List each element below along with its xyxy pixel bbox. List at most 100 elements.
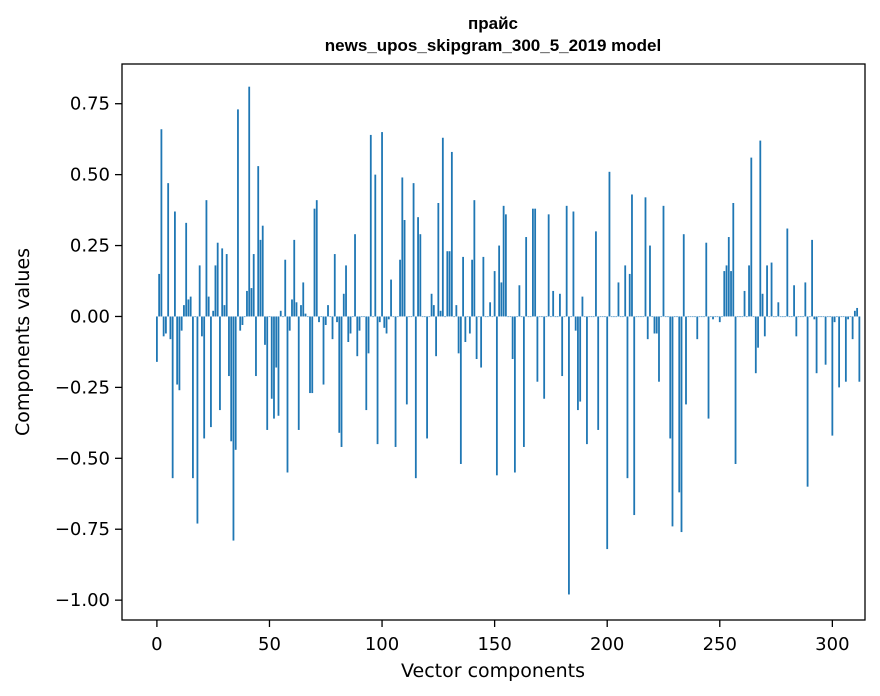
- bar-39: [243, 316, 246, 318]
- bar-189: [581, 296, 584, 317]
- bar-224: [660, 316, 663, 318]
- bar-198: [601, 316, 604, 318]
- bar-301: [833, 316, 836, 323]
- bar-195: [595, 231, 597, 317]
- bar-215: [640, 316, 642, 318]
- bar-74: [322, 316, 325, 385]
- bar-26: [214, 265, 217, 317]
- bar-111: [405, 316, 408, 405]
- bar-142: [475, 316, 478, 360]
- bar-10: [178, 316, 181, 391]
- bar-271: [766, 265, 768, 317]
- x-tick-label: 300: [815, 634, 849, 655]
- bar-164: [525, 237, 528, 317]
- bar-300: [831, 316, 834, 436]
- bar-124: [435, 316, 437, 357]
- bar-252: [723, 271, 726, 317]
- bar-119: [423, 316, 426, 318]
- bar-191: [586, 316, 588, 445]
- bar-152: [498, 245, 501, 317]
- bar-94: [367, 316, 370, 354]
- bar-202: [610, 316, 613, 318]
- bar-125: [437, 203, 440, 317]
- bar-282: [790, 316, 793, 318]
- bar-221: [653, 316, 656, 334]
- y-axis-label: Components values: [12, 248, 34, 436]
- bar-82: [340, 316, 343, 447]
- bar-16: [192, 316, 194, 479]
- bar-54: [277, 316, 280, 416]
- bar-80: [336, 316, 338, 323]
- bar-55: [279, 310, 282, 317]
- bar-98: [376, 316, 379, 445]
- bar-84: [345, 265, 347, 317]
- bar-162: [520, 316, 523, 318]
- bar-96: [372, 316, 374, 318]
- bar-280: [786, 228, 789, 317]
- bar-128: [444, 316, 446, 318]
- bar-205: [617, 282, 620, 317]
- bar-231: [676, 316, 678, 318]
- bar-298: [826, 316, 829, 318]
- bar-223: [658, 316, 660, 382]
- bar-59: [288, 316, 291, 331]
- bar-52: [273, 316, 275, 419]
- bar-34: [232, 316, 235, 541]
- bar-17: [194, 316, 197, 318]
- x-tick-label: 250: [703, 634, 737, 655]
- bar-116: [417, 217, 419, 317]
- bar-262: [745, 316, 748, 318]
- bar-137: [464, 316, 467, 342]
- bar-251: [721, 316, 723, 318]
- bar-85: [347, 316, 350, 342]
- bar-176: [552, 290, 555, 317]
- bar-129: [446, 251, 449, 317]
- bar-30: [223, 305, 226, 317]
- bar-181: [563, 316, 566, 318]
- bar-196: [597, 316, 600, 430]
- bar-245: [707, 316, 710, 419]
- bar-299: [829, 316, 831, 318]
- bar-72: [318, 316, 320, 323]
- bar-161: [518, 285, 521, 317]
- bar-112: [408, 316, 410, 318]
- bar-240: [696, 316, 699, 340]
- bar-138: [466, 316, 469, 318]
- bar-225: [662, 205, 665, 317]
- bar-0: [156, 316, 158, 362]
- bar-239: [694, 316, 696, 318]
- bar-14: [187, 299, 190, 317]
- bar-58: [286, 316, 289, 473]
- bar-296: [822, 316, 825, 318]
- bar-108: [399, 259, 401, 317]
- bar-7: [171, 316, 174, 479]
- bar-5: [167, 183, 170, 317]
- bar-208: [624, 265, 627, 317]
- bar-302: [835, 316, 838, 318]
- bar-304: [840, 316, 843, 318]
- bar-303: [838, 316, 841, 388]
- bar-36: [237, 109, 239, 317]
- bar-312: [858, 316, 861, 382]
- bar-12: [183, 305, 185, 317]
- bar-38: [241, 316, 244, 325]
- bar-32: [228, 316, 230, 377]
- bar-194: [592, 316, 595, 318]
- bar-174: [547, 214, 550, 317]
- chart-subtitle: news_upos_skipgram_300_5_2019 model: [325, 36, 661, 55]
- bar-136: [462, 256, 464, 317]
- y-tick-label: −0.75: [55, 519, 110, 540]
- y-axis-ticks: −1.00 −0.75 −0.50 −0.25 0.00 0.25 0.50 0.75: [55, 94, 122, 611]
- bar-60: [291, 299, 293, 317]
- bar-254: [727, 237, 730, 317]
- bar-258: [736, 316, 739, 318]
- bar-247: [712, 316, 714, 320]
- bar-170: [538, 316, 541, 318]
- bar-76: [327, 305, 329, 317]
- bar-40: [246, 290, 248, 317]
- bar-216: [642, 316, 645, 318]
- bar-238: [691, 316, 694, 318]
- bar-210: [628, 273, 631, 317]
- bar-306: [844, 316, 847, 382]
- bar-287: [802, 316, 804, 318]
